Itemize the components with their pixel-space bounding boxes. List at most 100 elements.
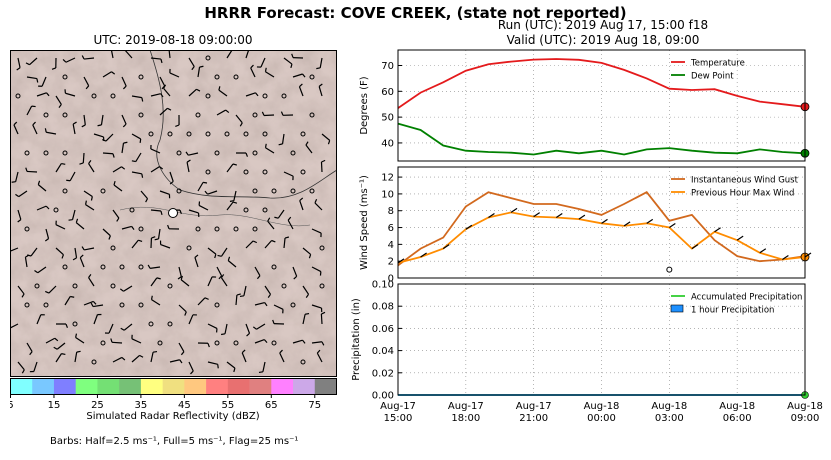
barb-feather xyxy=(25,167,28,172)
barb-feather xyxy=(32,121,36,126)
wind-barb xyxy=(311,304,322,309)
wind-barb xyxy=(254,339,265,344)
calm-marker xyxy=(205,55,211,61)
wind-barb xyxy=(26,76,37,80)
wind-barb xyxy=(83,57,95,60)
x-tick-label: Aug-18 xyxy=(787,401,823,412)
wind-barb xyxy=(207,247,217,255)
wind-barb xyxy=(112,356,123,363)
colorbar-tick-label: 65 xyxy=(265,400,278,411)
wind-barb xyxy=(71,209,76,220)
barb-feather xyxy=(199,65,204,68)
barb-feather xyxy=(233,367,236,373)
wind-barb xyxy=(17,361,25,371)
calm-marker xyxy=(176,188,182,194)
wind-barb xyxy=(279,352,285,363)
calm-marker xyxy=(24,302,30,308)
calm-marker xyxy=(271,188,277,194)
y-tick-label: 12 xyxy=(381,173,394,184)
colorbar-swatch xyxy=(97,378,120,395)
wind-barb xyxy=(65,57,76,63)
wind-barb xyxy=(33,361,38,372)
x-tick-label: Aug-18 xyxy=(651,401,687,412)
barb-feather xyxy=(145,198,149,203)
wind-barb xyxy=(83,190,93,198)
wind-barb xyxy=(102,152,114,155)
calm-marker xyxy=(233,74,239,80)
wind-barb xyxy=(169,359,180,363)
y-tick-label: 10 xyxy=(381,189,394,200)
y-tick-label: 0.08 xyxy=(372,302,394,313)
barb-feather xyxy=(110,338,113,343)
wind-barb xyxy=(267,220,275,230)
barb-feather xyxy=(246,332,250,337)
barb-feather xyxy=(274,216,279,219)
wind-barb xyxy=(254,266,261,276)
wind-barb xyxy=(277,209,285,219)
calm-marker xyxy=(309,112,315,118)
calm-marker xyxy=(319,245,325,251)
calm-marker xyxy=(138,302,144,308)
calm-marker xyxy=(300,131,306,137)
wind-barb xyxy=(283,171,294,177)
wind-barb xyxy=(157,228,161,239)
barb-feather xyxy=(305,312,310,315)
barb-feather xyxy=(302,73,306,78)
barb-feather xyxy=(250,64,254,69)
barb-feather xyxy=(97,124,102,127)
wind-barb xyxy=(150,93,161,97)
barb-feather xyxy=(191,66,195,71)
barb-feather xyxy=(72,121,77,125)
y-axis-label: Degrees (F) xyxy=(359,76,370,134)
wind-barb xyxy=(168,50,171,59)
wind-barb xyxy=(759,248,767,254)
barb-feather xyxy=(122,85,127,90)
wind-barb xyxy=(111,341,123,344)
wind-barb xyxy=(646,218,654,224)
calm-marker xyxy=(62,150,68,156)
calm-marker xyxy=(205,169,211,175)
barb-feather xyxy=(160,58,163,64)
barb-feather xyxy=(46,92,50,97)
calm-marker xyxy=(214,302,220,308)
x-tick-label: Aug-17 xyxy=(380,401,416,412)
wind-barb xyxy=(233,190,237,201)
barb-feather xyxy=(194,254,199,258)
wind-barb xyxy=(281,133,285,144)
barb-feather xyxy=(220,274,225,279)
wind-barb xyxy=(75,222,85,230)
calm-marker xyxy=(186,245,192,251)
wind-barb xyxy=(93,133,104,138)
wind-barb xyxy=(669,223,676,229)
colorbar-swatch xyxy=(293,378,316,395)
calm-marker xyxy=(262,131,268,137)
barb-feather xyxy=(245,152,249,157)
x-tick-label: Aug-18 xyxy=(584,401,620,412)
barb-feather xyxy=(217,364,219,369)
barb-feather xyxy=(255,92,259,97)
barb-feather xyxy=(66,179,71,182)
wind-barb xyxy=(131,95,142,99)
x-tick-label: Aug-18 xyxy=(719,401,755,412)
barb-feather xyxy=(302,339,306,344)
wind-barb xyxy=(264,240,273,249)
barb-feather xyxy=(58,104,62,109)
wind-barb xyxy=(804,252,812,258)
barb-feather xyxy=(258,371,264,374)
calm-marker xyxy=(43,150,49,156)
wind-barb xyxy=(465,224,473,230)
barb-feather xyxy=(280,111,284,116)
calm-marker xyxy=(262,169,268,175)
wind-barb xyxy=(691,244,699,250)
wind-barb xyxy=(131,239,139,249)
barb-feather xyxy=(53,346,58,350)
y-tick-label: 0 xyxy=(388,274,394,285)
calm-marker xyxy=(214,150,220,156)
barb-feather xyxy=(299,197,304,202)
barb-feather xyxy=(121,166,126,170)
calm-marker xyxy=(233,340,239,346)
wind-barb xyxy=(283,57,293,65)
wind-barb xyxy=(151,299,161,306)
terrain-map xyxy=(10,50,337,377)
